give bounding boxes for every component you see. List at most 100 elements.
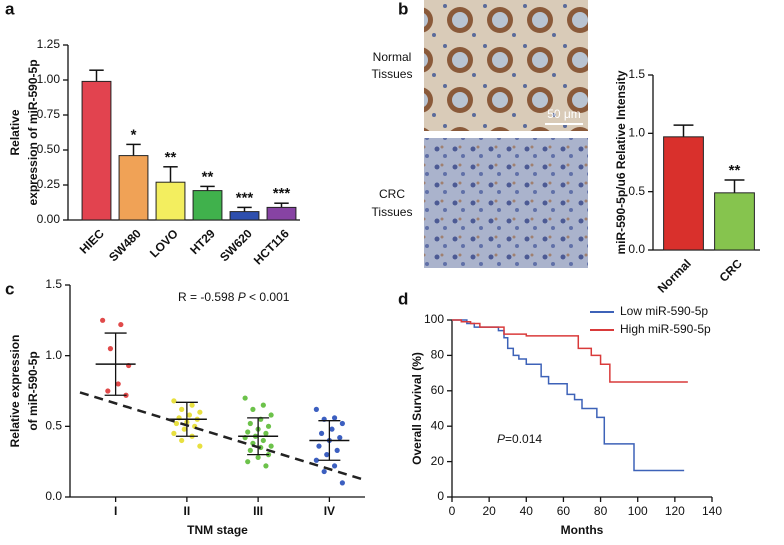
y-axis-label: of miR-590-5p	[26, 351, 40, 430]
y-tick-label: 0.00	[37, 212, 61, 226]
x-tick-label: HIEC	[77, 226, 107, 256]
x-tick-label: 40	[520, 504, 534, 518]
annotation-part: P	[497, 432, 505, 446]
point	[186, 412, 193, 418]
x-tick-label: 60	[557, 504, 571, 518]
point	[118, 321, 124, 328]
x-tick-label: II	[184, 504, 191, 518]
point	[313, 406, 319, 412]
significance: **	[729, 162, 741, 179]
point	[339, 420, 345, 427]
x-tick-label: CRC	[717, 256, 746, 285]
point	[331, 415, 338, 421]
annotation-part: =0.014	[505, 432, 542, 446]
crc-tissue-image	[424, 138, 588, 268]
panel-letter: c	[5, 279, 14, 298]
y-tick-label: 0.0	[45, 489, 62, 503]
bar	[266, 206, 297, 221]
survival-curve	[452, 319, 685, 472]
bar	[714, 192, 755, 251]
y-tick-label: 0.0	[628, 242, 645, 256]
normal-tissue-image	[424, 0, 588, 131]
y-tick-label: 80	[431, 348, 445, 362]
point	[265, 423, 272, 429]
y-axis-label: miR-590-5p/u6 Relative Intensity	[614, 70, 628, 254]
y-tick-label: 1.5	[45, 277, 62, 291]
x-tick-label: 0	[449, 504, 456, 518]
annotation-part: < 0.001	[246, 290, 290, 304]
point	[339, 480, 345, 486]
legend-label: Low miR-590-5p	[620, 304, 708, 318]
x-axis-label: TNM stage	[187, 523, 248, 537]
point	[105, 388, 111, 394]
point	[179, 437, 185, 444]
image-label: Tissues	[372, 67, 413, 81]
x-tick-label: 80	[594, 504, 608, 518]
point	[260, 437, 266, 444]
point	[313, 457, 319, 463]
x-axis-label: Months	[561, 523, 604, 537]
x-tick-label: HT29	[187, 226, 218, 257]
significance: ***	[236, 189, 254, 206]
image-label: CRC	[379, 187, 405, 201]
point	[171, 430, 177, 436]
point	[337, 435, 343, 441]
y-tick-label: 40	[431, 418, 445, 432]
point	[247, 447, 253, 453]
point	[334, 447, 340, 453]
panel-letter: b	[398, 0, 408, 18]
point	[268, 412, 274, 418]
x-tick-label: III	[253, 504, 263, 518]
x-tick-label: 120	[665, 504, 685, 518]
point	[107, 346, 114, 352]
y-tick-label: 0.5	[45, 419, 62, 433]
bar	[155, 181, 186, 221]
point	[197, 409, 203, 415]
y-tick-label: 60	[431, 383, 445, 397]
point	[316, 443, 322, 449]
significance: *	[131, 126, 137, 143]
bar	[81, 80, 112, 221]
point	[321, 468, 327, 475]
point	[263, 430, 269, 436]
annotation: R = -0.598 P < 0.001	[178, 290, 290, 304]
x-tick-label: 100	[628, 504, 648, 518]
point	[115, 381, 121, 387]
point	[255, 454, 261, 461]
y-tick-label: 0.5	[628, 184, 645, 198]
point	[173, 420, 180, 427]
point	[179, 406, 185, 412]
x-tick-label: I	[114, 504, 117, 518]
point	[250, 406, 256, 412]
x-tick-label: SW620	[217, 226, 255, 264]
bar	[229, 211, 260, 221]
point	[189, 402, 195, 408]
panel-letter: a	[5, 0, 15, 18]
x-tick-label: 20	[482, 504, 496, 518]
x-tick-label: SW480	[106, 226, 144, 264]
y-axis-label: Relative	[8, 109, 22, 155]
x-tick-label: 140	[702, 504, 722, 518]
x-tick-label: IV	[324, 504, 335, 518]
point	[100, 317, 106, 323]
x-tick-label: LOVO	[147, 226, 181, 260]
point	[331, 463, 338, 469]
y-tick-label: 0.50	[37, 142, 61, 156]
survival-curve	[452, 319, 688, 383]
point	[324, 452, 330, 458]
point	[268, 443, 274, 449]
panel-letter: d	[398, 289, 408, 308]
legend-label: High miR-590-5p	[620, 322, 711, 336]
y-axis-label: Relative expression	[8, 335, 22, 448]
y-tick-label: 1.00	[37, 72, 61, 86]
y-tick-label: 1.5	[628, 67, 645, 81]
annotation-part: P	[238, 290, 246, 304]
image-label: Tissues	[372, 205, 413, 219]
x-tick-label: Normal	[655, 256, 694, 295]
y-tick-label: 0.25	[37, 177, 61, 191]
y-axis-label: expression of miR-590-5p	[26, 59, 40, 205]
bar	[118, 155, 149, 221]
y-tick-label: 1.0	[628, 126, 645, 140]
scale-bar-label: 50 μm	[547, 107, 581, 121]
